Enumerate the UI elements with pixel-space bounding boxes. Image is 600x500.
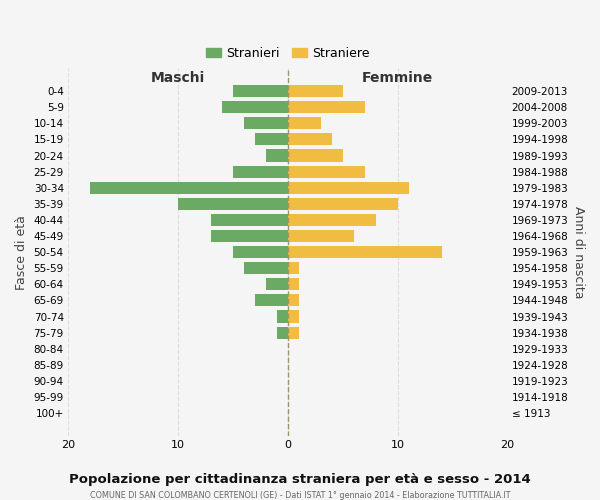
Bar: [287, 198, 398, 210]
Text: Maschi: Maschi: [151, 72, 205, 86]
Bar: [244, 118, 287, 130]
Bar: [287, 262, 299, 274]
Bar: [287, 326, 299, 338]
Bar: [233, 166, 287, 177]
Bar: [287, 246, 442, 258]
Y-axis label: Fasce di età: Fasce di età: [15, 214, 28, 290]
Text: COMUNE DI SAN COLOMBANO CERTENOLI (GE) - Dati ISTAT 1° gennaio 2014 - Elaborazio: COMUNE DI SAN COLOMBANO CERTENOLI (GE) -…: [90, 490, 510, 500]
Legend: Stranieri, Straniere: Stranieri, Straniere: [201, 42, 374, 64]
Bar: [178, 198, 287, 210]
Bar: [287, 214, 376, 226]
Bar: [287, 278, 299, 290]
Bar: [255, 294, 287, 306]
Y-axis label: Anni di nascita: Anni di nascita: [572, 206, 585, 298]
Bar: [90, 182, 287, 194]
Bar: [211, 214, 287, 226]
Bar: [266, 278, 287, 290]
Bar: [277, 326, 287, 338]
Bar: [244, 262, 287, 274]
Text: Femmine: Femmine: [362, 72, 433, 86]
Bar: [287, 230, 353, 242]
Bar: [287, 294, 299, 306]
Bar: [255, 134, 287, 145]
Bar: [287, 182, 409, 194]
Bar: [287, 101, 365, 114]
Bar: [277, 310, 287, 322]
Bar: [287, 118, 320, 130]
Bar: [287, 166, 365, 177]
Bar: [287, 310, 299, 322]
Bar: [287, 134, 332, 145]
Bar: [287, 150, 343, 162]
Bar: [233, 85, 287, 97]
Bar: [222, 101, 287, 114]
Bar: [287, 85, 343, 97]
Bar: [211, 230, 287, 242]
Bar: [266, 150, 287, 162]
Bar: [233, 246, 287, 258]
Text: Popolazione per cittadinanza straniera per età e sesso - 2014: Popolazione per cittadinanza straniera p…: [69, 472, 531, 486]
